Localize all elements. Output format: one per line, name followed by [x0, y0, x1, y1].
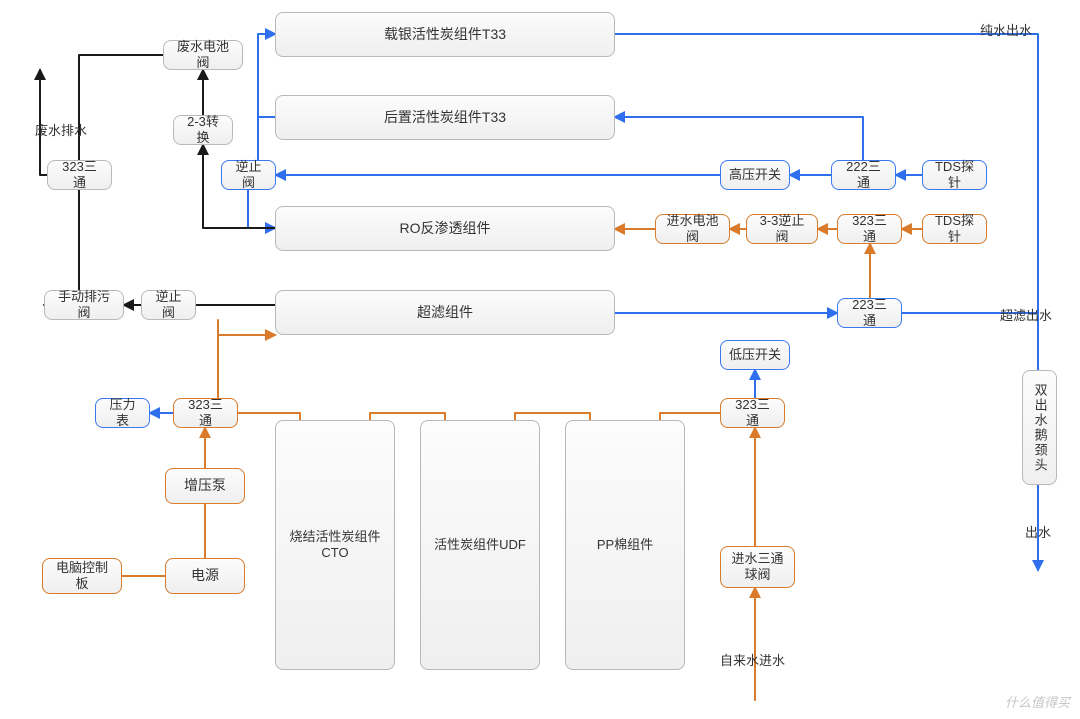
diagram-canvas: 什么值得买 载银活性炭组件T33 后置活性炭组件T33 废水电池阀 2-3转换逆止阀 高… [0, 0, 1080, 719]
node-tee223: 223三通 [837, 298, 902, 328]
node-manualDrain: 手动排污阀 [44, 290, 124, 320]
label: 自来水进水 [720, 650, 785, 669]
node-tee222: 222三通 [831, 160, 896, 190]
node-tee323b: 323三通 [837, 214, 902, 244]
node-inTee: 进水三通球阀 [720, 546, 795, 588]
node-wasteValve: 废水电池阀 [163, 40, 243, 70]
node-ctrl: 电脑控制板 [42, 558, 122, 594]
node-pp: PP棉组件 [565, 420, 685, 670]
node-faucet: 双出水鹅颈头 [1022, 370, 1057, 485]
node-cto: 烧结活性炭组件CTO [275, 420, 395, 670]
node-inValve: 进水电池阀 [655, 214, 730, 244]
node-power: 电源 [165, 558, 245, 594]
node-gauge: 压力表 [95, 398, 150, 428]
node-lpSw: 低压开关 [720, 340, 790, 370]
node-ro: RO反渗透组件 [275, 206, 615, 251]
node-tds2: TDS探针 [922, 214, 987, 244]
node-hpSw: 高压开关 [720, 160, 790, 190]
label: 纯水出水 [980, 20, 1032, 39]
node-tds1: TDS探针 [922, 160, 987, 190]
label: 超滤出水 [1000, 305, 1052, 324]
watermark: 什么值得买 [1005, 692, 1070, 711]
node-udf: 活性炭组件UDF [420, 420, 540, 670]
node-sw23: 2-3转换 [173, 115, 233, 145]
label: 出水 [1025, 522, 1051, 541]
node-tee323d: 323三通 [47, 160, 112, 190]
node-t33a: 载银活性炭组件T33 [275, 12, 615, 57]
node-pump: 增压泵 [165, 468, 245, 504]
label: 废水排水 [35, 120, 87, 139]
node-tee323c: 323三通 [720, 398, 785, 428]
node-checkV2: 逆止阀 [141, 290, 196, 320]
node-uf: 超滤组件 [275, 290, 615, 335]
node-check33: 3-3逆止阀 [746, 214, 818, 244]
node-t33b: 后置活性炭组件T33 [275, 95, 615, 140]
node-tee323a: 323三通 [173, 398, 238, 428]
node-checkV1: 逆止阀 [221, 160, 276, 190]
